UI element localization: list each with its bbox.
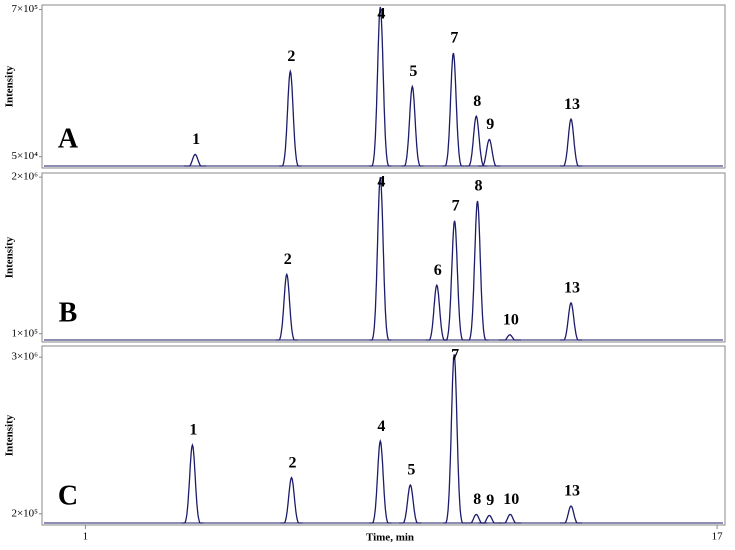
panel-letter: A <box>58 123 79 154</box>
peak <box>181 442 204 524</box>
peak <box>478 138 501 167</box>
peak-label: 1 <box>189 422 197 439</box>
y-tick-label: 5×10⁴ <box>11 150 38 162</box>
peak-label: 9 <box>486 116 494 133</box>
panel-letter: B <box>59 297 78 328</box>
peak-label: 4 <box>377 174 385 191</box>
peak <box>560 117 583 167</box>
peak-label: 8 <box>474 178 482 195</box>
panel-frame <box>41 172 726 343</box>
peak <box>560 505 583 524</box>
peak-label: 9 <box>486 492 494 509</box>
y-tick-label: 1×10⁵ <box>11 327 38 339</box>
peak <box>279 68 302 167</box>
panel-letter: C <box>58 480 78 511</box>
peak <box>442 52 465 167</box>
peak-label: 13 <box>564 483 580 500</box>
peak <box>478 514 501 524</box>
peak <box>401 84 424 167</box>
peak <box>499 513 522 524</box>
y-axis-label: Intensity <box>4 236 16 278</box>
peak <box>466 200 489 341</box>
peak-label: 4 <box>377 6 385 23</box>
peak <box>443 220 466 341</box>
peak <box>369 438 392 524</box>
peak <box>280 476 303 524</box>
peak <box>369 176 392 341</box>
peak <box>498 334 521 341</box>
peak-label: 2 <box>289 454 297 471</box>
y-axis-label: Intensity <box>4 414 16 456</box>
peak-label: 1 <box>192 131 200 148</box>
y-tick-label: 7×10⁵ <box>11 3 38 15</box>
peak <box>465 114 488 167</box>
x-tick-label: 1 <box>83 531 89 543</box>
y-tick-label: 3×10⁶ <box>11 351 38 363</box>
y-tick-label: 2×10⁵ <box>11 507 38 519</box>
peak-label: 2 <box>287 48 295 65</box>
peak <box>560 301 583 341</box>
x-tick-label: 17 <box>712 531 724 543</box>
peak-label: 13 <box>564 280 580 297</box>
peak <box>425 283 448 341</box>
peak <box>184 153 207 167</box>
peak-label: 7 <box>451 347 459 364</box>
peak <box>443 354 466 524</box>
peak-label: 7 <box>452 197 460 214</box>
panel-frame <box>41 4 726 169</box>
peak-label: 10 <box>503 491 519 508</box>
peak <box>465 513 488 524</box>
peak-label: 4 <box>377 418 385 435</box>
peak-label: 13 <box>564 96 580 113</box>
peak <box>369 6 392 167</box>
peak-label: 5 <box>409 63 417 80</box>
peak-label: 5 <box>407 462 415 479</box>
peak <box>275 272 298 341</box>
peak-label: 2 <box>284 251 292 268</box>
peak <box>399 483 422 524</box>
panel-frame <box>41 345 726 526</box>
y-axis-label: Intensity <box>4 65 16 107</box>
peak-label: 10 <box>503 311 519 328</box>
peak-label: 6 <box>434 262 442 279</box>
peak-label: 7 <box>450 30 458 47</box>
x-axis-label: Time, min <box>366 532 414 544</box>
peak-label: 8 <box>473 491 481 508</box>
y-tick-label: 2×10⁶ <box>11 171 38 183</box>
peak-label: 8 <box>473 93 481 110</box>
